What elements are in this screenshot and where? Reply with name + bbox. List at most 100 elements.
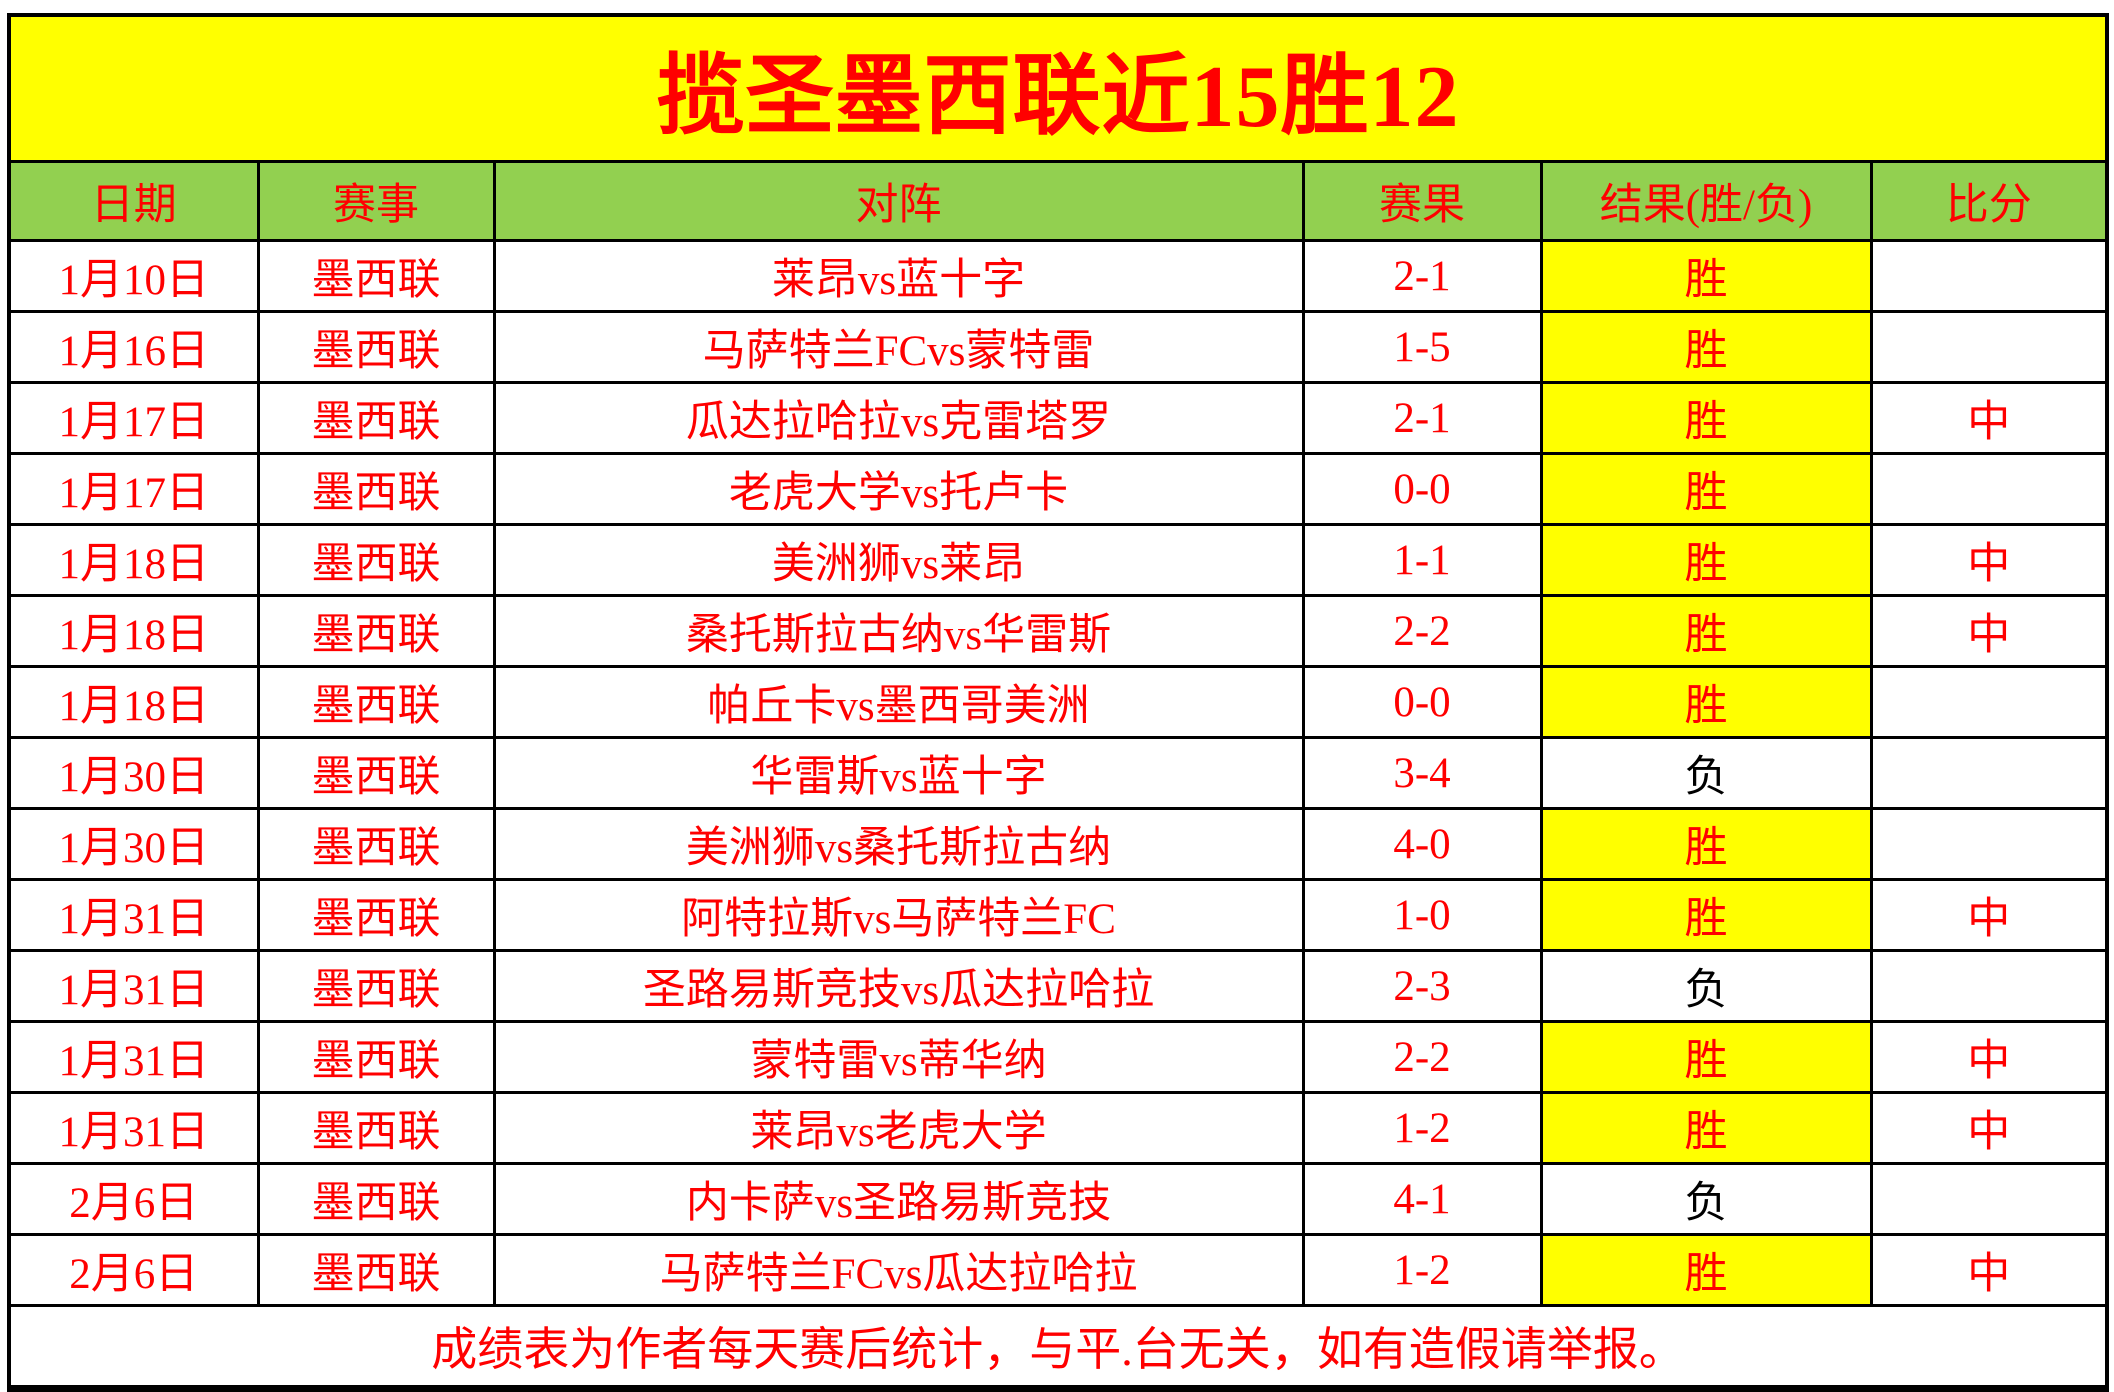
result-cell: 胜 (1539, 310, 1873, 384)
date-cell: 1月18日 (7, 594, 260, 668)
date-cell: 1月17日 (7, 381, 260, 455)
match-cell: 马萨特兰FCvs瓜达拉哈拉 (492, 1233, 1305, 1307)
score-cell: 1-2 (1301, 1091, 1543, 1165)
hit-cell (1869, 239, 2109, 313)
table-row: 1月17日 墨西联 瓜达拉哈拉vs克雷塔罗 2-1 胜 中 (7, 381, 2109, 455)
match-cell: 老虎大学vs托卢卡 (492, 452, 1305, 526)
league-cell: 墨西联 (256, 310, 496, 384)
league-cell: 墨西联 (256, 665, 496, 739)
date-cell: 1月18日 (7, 523, 260, 597)
match-cell: 美洲狮vs莱昂 (492, 523, 1305, 597)
hit-cell (1869, 452, 2109, 526)
page-title: 揽圣墨西联近15胜12 (7, 13, 2109, 163)
score-cell: 1-1 (1301, 523, 1543, 597)
league-cell: 墨西联 (256, 452, 496, 526)
result-cell: 负 (1539, 736, 1873, 810)
match-cell: 圣路易斯竞技vs瓜达拉哈拉 (492, 949, 1305, 1023)
footer-row: 成绩表为作者每天赛后统计，与平.台无关，如有造假请举报。 (7, 1304, 2109, 1390)
table-row: 2月6日 墨西联 内卡萨vs圣路易斯竞技 4-1 负 (7, 1162, 2109, 1236)
table-row: 1月30日 墨西联 美洲狮vs桑托斯拉古纳 4-0 胜 (7, 807, 2109, 881)
score-cell: 2-2 (1301, 1020, 1543, 1094)
match-cell: 瓜达拉哈拉vs克雷塔罗 (492, 381, 1305, 455)
col-header-hit: 比分 (1869, 160, 2109, 242)
date-cell: 2月6日 (7, 1162, 260, 1236)
result-cell: 胜 (1539, 807, 1873, 881)
table-row: 1月10日 墨西联 莱昂vs蓝十字 2-1 胜 (7, 239, 2109, 313)
hit-cell: 中 (1869, 878, 2109, 952)
table-row: 1月18日 墨西联 帕丘卡vs墨西哥美洲 0-0 胜 (7, 665, 2109, 739)
title-row: 揽圣墨西联近15胜12 (7, 13, 2109, 163)
hit-cell: 中 (1869, 594, 2109, 668)
match-cell: 莱昂vs老虎大学 (492, 1091, 1305, 1165)
result-cell: 负 (1539, 1162, 1873, 1236)
score-cell: 2-1 (1301, 381, 1543, 455)
table-row: 1月31日 墨西联 蒙特雷vs蒂华纳 2-2 胜 中 (7, 1020, 2109, 1094)
score-cell: 4-0 (1301, 807, 1543, 881)
result-cell: 胜 (1539, 239, 1873, 313)
date-cell: 1月31日 (7, 1091, 260, 1165)
league-cell: 墨西联 (256, 523, 496, 597)
hit-cell (1869, 807, 2109, 881)
match-cell: 桑托斯拉古纳vs华雷斯 (492, 594, 1305, 668)
table-row: 1月30日 墨西联 华雷斯vs蓝十字 3-4 负 (7, 736, 2109, 810)
match-cell: 华雷斯vs蓝十字 (492, 736, 1305, 810)
date-cell: 1月31日 (7, 949, 260, 1023)
result-cell: 胜 (1539, 1020, 1873, 1094)
hit-cell: 中 (1869, 523, 2109, 597)
score-cell: 2-1 (1301, 239, 1543, 313)
result-cell: 胜 (1539, 878, 1873, 952)
hit-cell: 中 (1869, 1091, 2109, 1165)
score-cell: 0-0 (1301, 452, 1543, 526)
league-cell: 墨西联 (256, 949, 496, 1023)
col-header-score: 赛果 (1301, 160, 1543, 242)
date-cell: 2月6日 (7, 1233, 260, 1307)
results-table: 揽圣墨西联近15胜12 日期 赛事 对阵 赛果 结果(胜/负) 比分 1月10日… (7, 13, 2110, 1392)
result-cell: 胜 (1539, 523, 1873, 597)
table-row: 2月6日 墨西联 马萨特兰FCvs瓜达拉哈拉 1-2 胜 中 (7, 1233, 2109, 1307)
col-header-result: 结果(胜/负) (1539, 160, 1873, 242)
league-cell: 墨西联 (256, 1162, 496, 1236)
score-cell: 3-4 (1301, 736, 1543, 810)
table-header-row: 日期 赛事 对阵 赛果 结果(胜/负) 比分 (7, 160, 2109, 242)
date-cell: 1月17日 (7, 452, 260, 526)
league-cell: 墨西联 (256, 381, 496, 455)
hit-cell (1869, 949, 2109, 1023)
match-cell: 马萨特兰FCvs蒙特雷 (492, 310, 1305, 384)
date-cell: 1月30日 (7, 736, 260, 810)
table-row: 1月31日 墨西联 莱昂vs老虎大学 1-2 胜 中 (7, 1091, 2109, 1165)
match-cell: 莱昂vs蓝十字 (492, 239, 1305, 313)
date-cell: 1月16日 (7, 310, 260, 384)
score-cell: 2-2 (1301, 594, 1543, 668)
league-cell: 墨西联 (256, 736, 496, 810)
hit-cell (1869, 310, 2109, 384)
match-cell: 美洲狮vs桑托斯拉古纳 (492, 807, 1305, 881)
match-cell: 蒙特雷vs蒂华纳 (492, 1020, 1305, 1094)
result-cell: 胜 (1539, 1233, 1873, 1307)
league-cell: 墨西联 (256, 1091, 496, 1165)
table-row: 1月16日 墨西联 马萨特兰FCvs蒙特雷 1-5 胜 (7, 310, 2109, 384)
league-cell: 墨西联 (256, 1233, 496, 1307)
table-row: 1月17日 墨西联 老虎大学vs托卢卡 0-0 胜 (7, 452, 2109, 526)
score-cell: 1-0 (1301, 878, 1543, 952)
hit-cell (1869, 1162, 2109, 1236)
hit-cell: 中 (1869, 381, 2109, 455)
result-cell: 胜 (1539, 665, 1873, 739)
score-cell: 2-3 (1301, 949, 1543, 1023)
score-cell: 0-0 (1301, 665, 1543, 739)
result-cell: 胜 (1539, 452, 1873, 526)
hit-cell: 中 (1869, 1020, 2109, 1094)
table-row: 1月18日 墨西联 桑托斯拉古纳vs华雷斯 2-2 胜 中 (7, 594, 2109, 668)
league-cell: 墨西联 (256, 878, 496, 952)
score-cell: 1-2 (1301, 1233, 1543, 1307)
table-row: 1月31日 墨西联 阿特拉斯vs马萨特兰FC 1-0 胜 中 (7, 878, 2109, 952)
date-cell: 1月31日 (7, 1020, 260, 1094)
date-cell: 1月31日 (7, 878, 260, 952)
result-cell: 胜 (1539, 381, 1873, 455)
league-cell: 墨西联 (256, 807, 496, 881)
result-cell: 胜 (1539, 594, 1873, 668)
hit-cell: 中 (1869, 1233, 2109, 1307)
score-cell: 4-1 (1301, 1162, 1543, 1236)
score-cell: 1-5 (1301, 310, 1543, 384)
table-row: 1月18日 墨西联 美洲狮vs莱昂 1-1 胜 中 (7, 523, 2109, 597)
match-cell: 帕丘卡vs墨西哥美洲 (492, 665, 1305, 739)
